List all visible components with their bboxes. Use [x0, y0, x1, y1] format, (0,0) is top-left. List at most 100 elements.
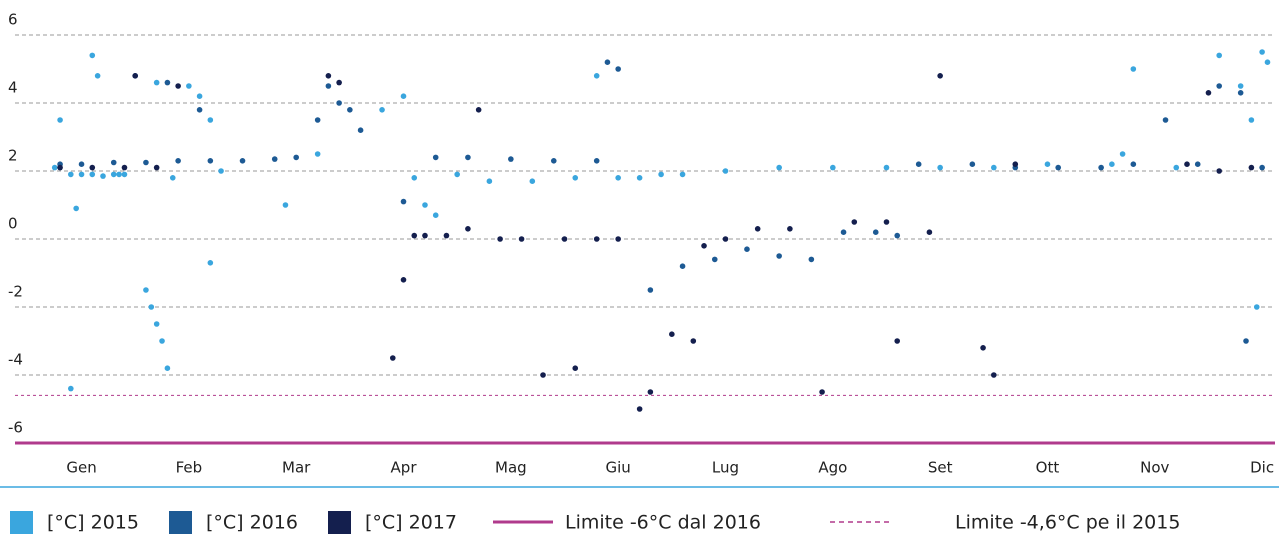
point [164, 365, 171, 372]
point [819, 389, 825, 395]
point [347, 107, 353, 113]
point [550, 158, 557, 164]
legend-label: Limite -6°C dal 2016 [565, 512, 761, 534]
point [561, 236, 568, 242]
point [894, 232, 901, 239]
x-tick-label: Mar [282, 459, 311, 477]
point [711, 256, 718, 263]
point [615, 66, 621, 72]
point [572, 175, 579, 181]
point [1248, 164, 1255, 171]
point [969, 161, 976, 167]
point [1264, 59, 1271, 65]
point [89, 164, 96, 171]
point [1259, 164, 1265, 171]
legend-label: Limite -4,6°C pe il 2015 [955, 512, 1180, 534]
x-tick-label: Mag [495, 459, 527, 477]
point [1216, 52, 1222, 59]
point [883, 164, 890, 171]
point [722, 236, 729, 242]
point [1130, 161, 1137, 167]
point [100, 173, 106, 179]
y-tick-label: -2 [8, 283, 23, 301]
point [840, 229, 847, 235]
point [991, 372, 997, 378]
point [604, 59, 611, 65]
point [153, 164, 160, 171]
point [89, 171, 96, 178]
point [1184, 161, 1190, 167]
x-tick-label: Nov [1140, 459, 1169, 477]
point [357, 127, 364, 133]
point [293, 154, 299, 161]
point [1216, 83, 1222, 89]
point [314, 117, 321, 123]
point [1237, 83, 1244, 89]
point [186, 83, 192, 89]
point [379, 107, 385, 113]
point [336, 79, 342, 86]
point [1243, 338, 1249, 344]
point [915, 161, 922, 167]
point [454, 171, 460, 178]
x-tick-label: Giu [606, 459, 631, 477]
point [121, 164, 128, 171]
point [1055, 164, 1062, 171]
x-tick-label: Gen [66, 459, 96, 477]
point [926, 229, 933, 235]
point [116, 171, 122, 178]
point [1119, 151, 1126, 157]
point [68, 385, 74, 392]
point [432, 154, 439, 161]
point [207, 260, 214, 266]
point [57, 117, 63, 123]
point [647, 389, 654, 395]
point [937, 164, 943, 171]
point [991, 164, 997, 171]
x-tick-label: Feb [176, 459, 203, 477]
point [669, 331, 675, 338]
legend-label: [°C] 2016 [206, 512, 298, 534]
point [314, 151, 321, 157]
legend-label: [°C] 2015 [47, 512, 139, 534]
point [980, 345, 986, 351]
point [1216, 168, 1222, 174]
point [73, 205, 79, 212]
point [282, 202, 289, 208]
point [508, 156, 514, 162]
point [51, 164, 58, 171]
point [432, 212, 439, 218]
point [808, 256, 815, 263]
point [851, 219, 858, 225]
point [722, 168, 729, 174]
point [776, 253, 782, 259]
point [411, 232, 418, 239]
point [143, 287, 149, 293]
point [1044, 161, 1051, 167]
point [776, 164, 782, 171]
point [1130, 66, 1137, 72]
point [78, 161, 85, 167]
point [647, 287, 654, 293]
point [1194, 161, 1201, 167]
point [443, 232, 450, 239]
y-tick-label: 0 [8, 215, 18, 233]
point [68, 171, 74, 178]
y-tick-label: 6 [8, 11, 18, 29]
point [94, 73, 101, 79]
point [497, 236, 503, 242]
point [153, 79, 160, 86]
point [1098, 164, 1104, 171]
x-tick-label: Apr [391, 459, 418, 477]
x-tick-label: Ott [1036, 459, 1060, 477]
point [207, 117, 214, 123]
point [422, 202, 428, 208]
legend-swatch [10, 511, 33, 534]
point [325, 83, 332, 89]
point [701, 243, 707, 249]
point [336, 100, 342, 106]
point [593, 158, 600, 164]
x-tick-label: Dic [1250, 459, 1274, 477]
point [1109, 161, 1115, 167]
point [1012, 161, 1019, 167]
